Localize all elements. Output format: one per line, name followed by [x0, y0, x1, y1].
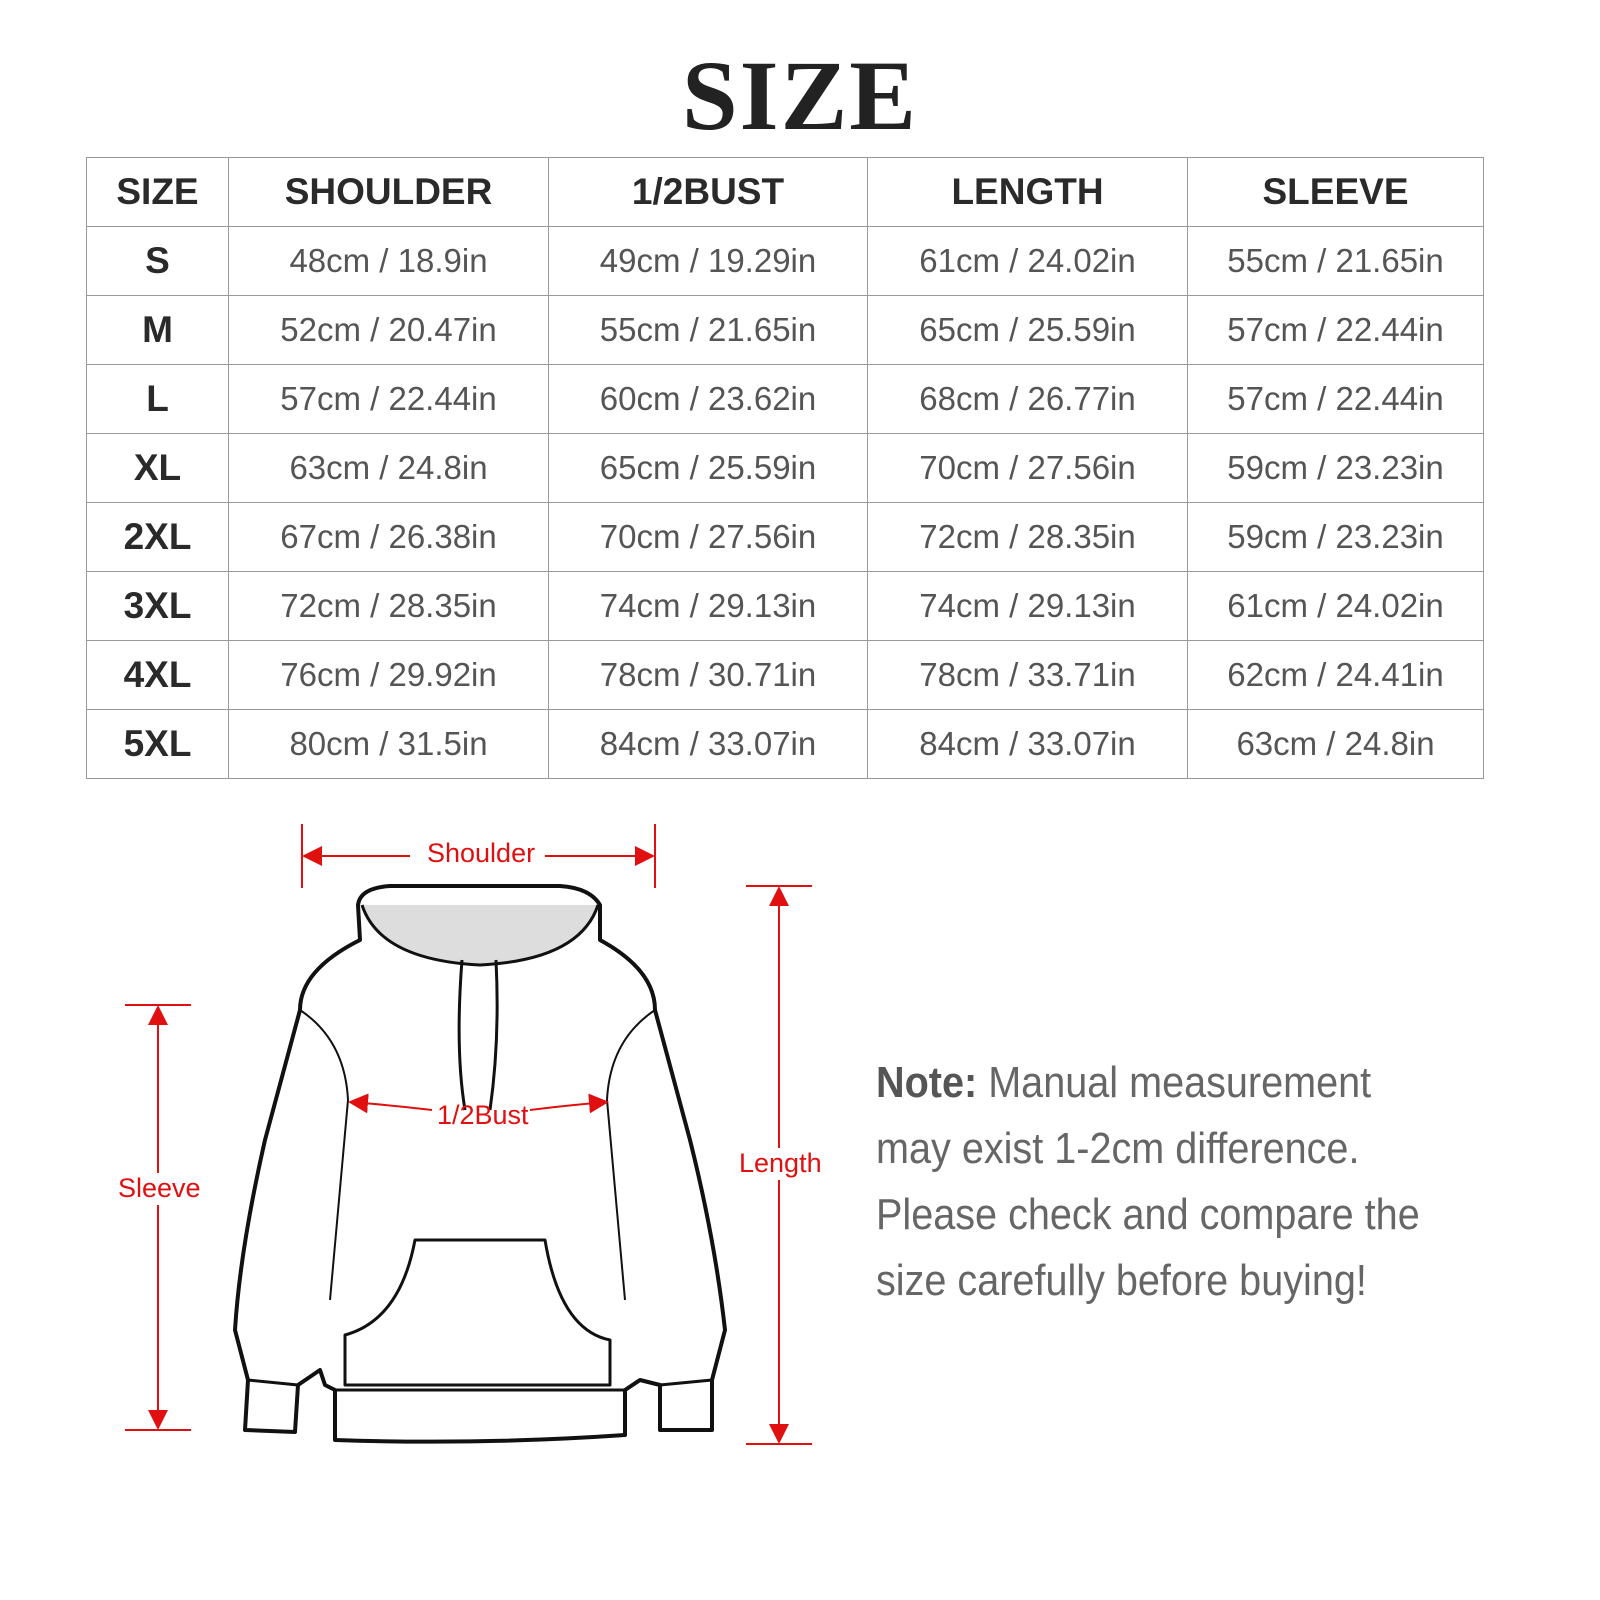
table-row: M 52cm / 20.47in 55cm / 21.65in 65cm / 25.5… [86, 295, 1484, 365]
hoodie-outline-icon [233, 884, 727, 1444]
measurement-cell: 68cm / 26.77in [867, 364, 1188, 434]
shoulder-label: Shoulder [423, 838, 540, 869]
measurement-cell: 78cm / 30.71in [548, 640, 868, 710]
measurement-cell: 84cm / 33.07in [548, 709, 868, 779]
measurement-cell: 61cm / 24.02in [1187, 571, 1484, 641]
note-text: Note: Manual measurement may exist 1-2cm… [876, 1050, 1434, 1314]
measurement-cell: 59cm / 23.23in [1187, 502, 1484, 572]
table-row: 3XL 72cm / 28.35in 74cm / 29.13in 74cm / 29… [86, 571, 1484, 641]
measurement-cell: 74cm / 29.13in [548, 571, 868, 641]
measurement-cell: 61cm / 24.02in [867, 226, 1188, 296]
sleeve-label: Sleeve [114, 1173, 205, 1204]
measurement-cell: 70cm / 27.56in [548, 502, 868, 572]
measurement-cell: 63cm / 24.8in [1187, 709, 1484, 779]
header-size: SIZE [86, 157, 229, 227]
measurement-cell: 67cm / 26.38in [228, 502, 549, 572]
measurement-cell: 72cm / 28.35in [867, 502, 1188, 572]
size-table: SIZE SHOULDER 1/2BUST LENGTH SLEEVE S 48c… [86, 157, 1484, 779]
header-length: LENGTH [867, 157, 1188, 227]
measurement-cell: 57cm / 22.44in [1187, 364, 1484, 434]
measurement-cell: 65cm / 25.59in [548, 433, 868, 503]
table-row: 5XL 80cm / 31.5in 84cm / 33.07in 84cm / 33.… [86, 709, 1484, 779]
measurement-cell: 49cm / 19.29in [548, 226, 868, 296]
note-body: Manual measurement may exist 1-2cm diffe… [876, 1058, 1420, 1305]
measurement-cell: 76cm / 29.92in [228, 640, 549, 710]
table-row: L 57cm / 22.44in 60cm / 23.62in 68cm / 26.7… [86, 364, 1484, 434]
size-cell: 5XL [86, 709, 229, 779]
measurement-cell: 55cm / 21.65in [548, 295, 868, 365]
table-row: 2XL 67cm / 26.38in 70cm / 27.56in 72cm / 28… [86, 502, 1484, 572]
page-title: SIZE [682, 40, 918, 151]
table-header-row: SIZE SHOULDER 1/2BUST LENGTH SLEEVE [86, 157, 1484, 227]
length-label: Length [735, 1148, 826, 1179]
header-bust: 1/2BUST [548, 157, 868, 227]
measurement-cell: 72cm / 28.35in [228, 571, 549, 641]
bust-label: 1/2Bust [437, 1100, 529, 1130]
measurement-cell: 65cm / 25.59in [867, 295, 1188, 365]
size-cell: L [86, 364, 229, 434]
measurement-cell: 80cm / 31.5in [228, 709, 549, 779]
size-cell: M [86, 295, 229, 365]
measurement-cell: 63cm / 24.8in [228, 433, 549, 503]
table-row: S 48cm / 18.9in 49cm / 19.29in 61cm / 24.02… [86, 226, 1484, 296]
size-cell: XL [86, 433, 229, 503]
header-sleeve: SLEEVE [1187, 157, 1484, 227]
table-row: XL 63cm / 24.8in 65cm / 25.59in 70cm / 27.5… [86, 433, 1484, 503]
size-cell: 3XL [86, 571, 229, 641]
measurement-cell: 62cm / 24.41in [1187, 640, 1484, 710]
measurement-cell: 52cm / 20.47in [228, 295, 549, 365]
table-row: 4XL 76cm / 29.92in 78cm / 30.71in 78cm / 33… [86, 640, 1484, 710]
size-cell: S [86, 226, 229, 296]
note-label: Note: [876, 1058, 978, 1107]
size-cell: 4XL [86, 640, 229, 710]
measurement-cell: 48cm / 18.9in [228, 226, 549, 296]
measurement-cell: 74cm / 29.13in [867, 571, 1188, 641]
measurement-cell: 59cm / 23.23in [1187, 433, 1484, 503]
measurement-cell: 57cm / 22.44in [1187, 295, 1484, 365]
measurement-cell: 60cm / 23.62in [548, 364, 868, 434]
measurement-cell: 84cm / 33.07in [867, 709, 1188, 779]
measurement-cell: 55cm / 21.65in [1187, 226, 1484, 296]
